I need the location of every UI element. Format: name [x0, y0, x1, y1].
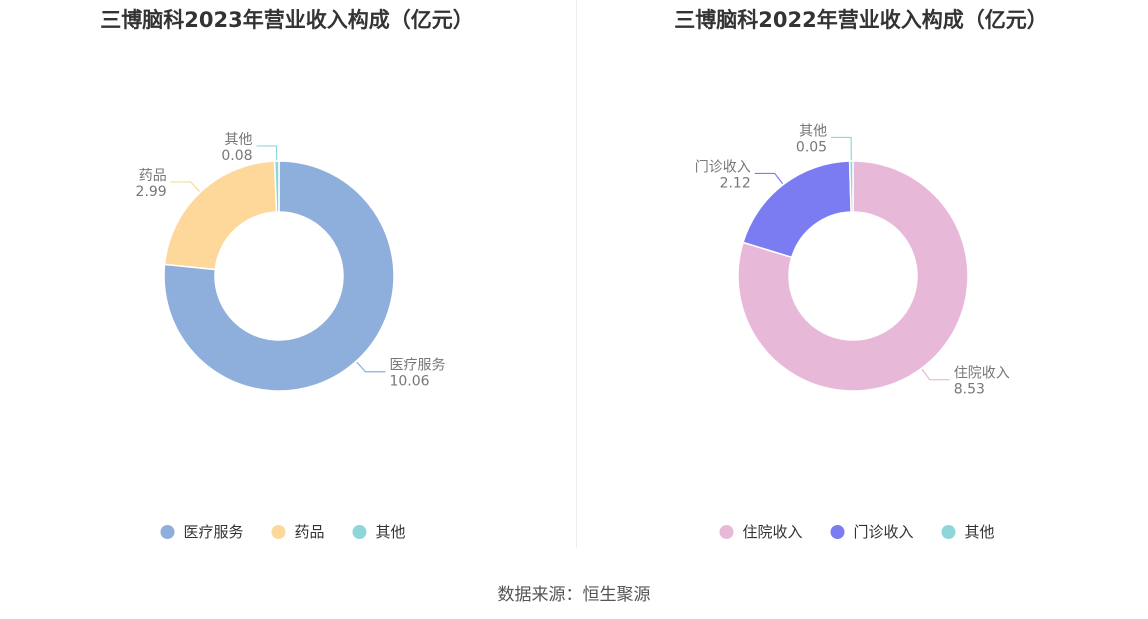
legend-label: 其他 [965, 523, 995, 541]
legend-label: 住院收入 [743, 523, 803, 541]
leader-line-0-2 [256, 145, 278, 161]
legend-item[interactable]: 其他 [352, 523, 406, 541]
legend-item[interactable]: 药品 [271, 523, 325, 541]
slice-label-name: 门诊收入 [695, 159, 751, 175]
chart-title: 三博脑科2023年营业收入构成（亿元） [100, 8, 474, 32]
chart-panel-2022: 三博脑科2022年营业收入构成（亿元） 住院收入 8.53 门诊收入 2.12 其他 0.… [574, 0, 1148, 560]
legend-item[interactable]: 门诊收入 [830, 523, 914, 541]
slice-label-value: 2.99 [136, 184, 167, 200]
slice-label-value: 8.53 [954, 382, 985, 398]
legend-label: 其他 [376, 523, 406, 541]
leader-line-0-0 [356, 361, 386, 373]
legend-item[interactable]: 住院收入 [719, 523, 803, 541]
slice-0-2 [273, 160, 280, 213]
legend-swatch [160, 525, 175, 539]
slice-label-value: 10.06 [389, 374, 429, 390]
leader-line-1-2 [831, 136, 852, 161]
slice-label-value: 0.08 [221, 148, 252, 164]
slice-1-1 [742, 160, 852, 259]
slice-label-name: 药品 [139, 168, 167, 184]
leader-line-0-1 [170, 181, 201, 192]
legend-item[interactable]: 医疗服务 [160, 523, 244, 541]
legend-swatch [352, 525, 367, 539]
legend-label: 药品 [295, 523, 325, 541]
slice-label-name: 其他 [225, 132, 253, 148]
legend-label: 门诊收入 [854, 523, 914, 541]
slice-label-name: 住院收入 [954, 366, 1010, 382]
legend-swatch [271, 525, 286, 539]
leader-line-1-0 [921, 368, 950, 381]
slice-label-value: 0.05 [796, 139, 827, 155]
chart-panel-2023: 三博脑科2023年营业收入构成（亿元） 医疗服务 10.06 药品 2.99 其他 0.0… [0, 0, 574, 560]
legend-swatch [941, 525, 956, 539]
chart-title: 三博脑科2022年营业收入构成（亿元） [674, 8, 1048, 32]
data-source: 数据来源：恒生聚源 [497, 585, 651, 605]
slice-label-value: 2.12 [720, 175, 751, 191]
slice-label-name: 其他 [799, 123, 827, 139]
slice-0-0 [163, 160, 395, 392]
legend-swatch [719, 525, 734, 539]
panel-divider [576, 0, 577, 548]
legend-label: 医疗服务 [184, 523, 244, 541]
slice-1-0 [737, 160, 969, 392]
legend-item[interactable]: 其他 [941, 523, 995, 541]
slice-1-2 [848, 160, 854, 213]
slice-label-name: 医疗服务 [389, 358, 445, 374]
leader-line-1-1 [754, 172, 784, 185]
slice-0-1 [163, 160, 278, 271]
legend-swatch [830, 525, 845, 539]
